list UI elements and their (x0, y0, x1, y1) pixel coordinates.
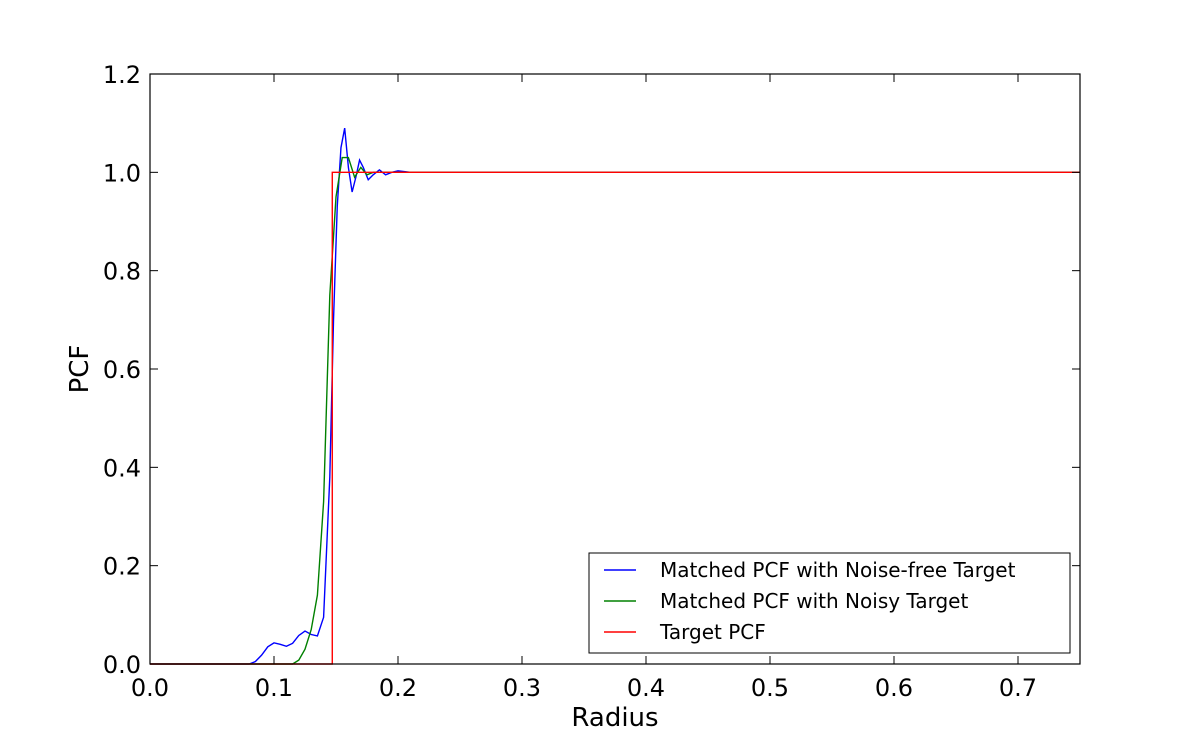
x-axis-label: Radius (571, 703, 658, 733)
y-tick-label: 1.0 (103, 159, 141, 187)
x-tick-label: 0.7 (999, 674, 1037, 702)
y-tick-label: 0.2 (103, 553, 141, 581)
legend-items: Matched PCF with Noise-free Target Matche… (604, 558, 1016, 644)
ticks-layer: 0.0 0.1 0.2 0.3 0.4 0.5 0.6 0.7 0.0 0.2 0.4 0.6 0.8 1… (103, 61, 1080, 702)
y-tick-label: 0.4 (103, 454, 141, 482)
y-tick-label: 0.8 (103, 258, 141, 286)
legend: Matched PCF with Noise-free Target Matche… (588, 552, 1071, 654)
legend-label-0: Matched PCF with Noise-free Target (660, 558, 1016, 582)
legend-label-2: Target PCF (659, 620, 766, 644)
x-tick-label: 0.0 (131, 674, 169, 702)
y-axis-label: PCF (65, 345, 95, 394)
x-tick-label: 0.4 (627, 674, 665, 702)
x-tick-label: 0.6 (875, 674, 913, 702)
y-tick-label: 0.0 (103, 651, 141, 679)
y-tick-label: 0.6 (103, 356, 141, 384)
x-tick-label: 0.2 (379, 674, 417, 702)
y-tick-label: 1.2 (103, 61, 141, 89)
legend-box (588, 552, 1071, 654)
legend-label-1: Matched PCF with Noisy Target (660, 589, 968, 613)
x-tick-label: 0.1 (255, 674, 293, 702)
x-tick-label: 0.5 (751, 674, 789, 702)
x-tick-label: 0.3 (503, 674, 541, 702)
